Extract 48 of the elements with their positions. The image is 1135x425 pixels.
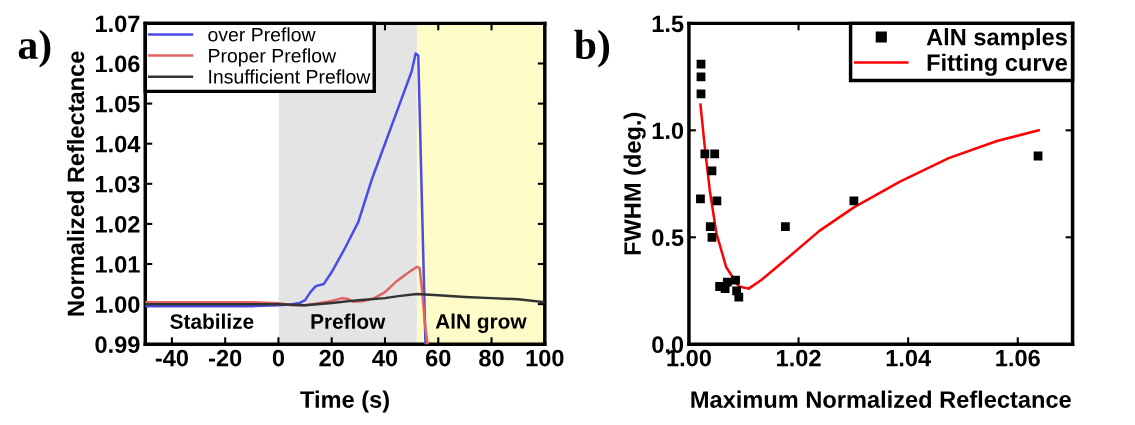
point [700,149,710,159]
line-series [145,292,545,307]
band-label: Stabilize [170,313,254,329]
y-tick-label: 1.04 [95,135,141,153]
chart-title: a) [18,29,51,68]
y-tick-label: 1.01 [95,256,140,273]
band-label: AlN grow [435,313,527,334]
point [696,194,705,204]
point [696,72,706,82]
y-tick-label: 1.03 [95,175,140,193]
y-axis-title: Normalized Reflectance [66,51,85,316]
x-tick-label: 1.04 [886,349,932,367]
point [710,149,720,159]
x-tick-label: 1.02 [777,349,821,367]
chart-title: b) [574,29,610,68]
y-tick-label: 1.02 [95,215,140,233]
x-tick-label: 1.06 [996,349,1040,367]
point [731,275,740,285]
x-tick-label: 80 [479,349,504,367]
y-tick-label: 1.00 [95,296,140,313]
y-tick-label: 1.0 [652,122,684,140]
point [722,277,732,287]
y-axis-title: FWHM (deg.) [623,112,646,255]
x-axis-title: Maximum Normalized Reflectance [691,390,1071,408]
y-tick-label: 0.5 [652,229,684,247]
point [781,222,790,231]
legend-label: AlN samples [926,28,1067,51]
x-tick-label: 0 [272,349,285,367]
x-tick-label: 20 [319,349,344,367]
x-tick-label: 40 [372,349,398,367]
legend-label: Fitting curve [927,53,1068,76]
y-tick-label: 1.07 [95,15,140,33]
y-tick-label: 0.99 [95,336,140,354]
point [707,232,717,242]
legend-label: over Preflow [208,27,316,42]
x-tick-label: 60 [425,349,451,367]
point [705,222,715,231]
x-tick-label: 100 [526,349,564,367]
y-tick-label: 1.5 [652,15,684,33]
legend-label: Insufficient Preflow [209,69,371,84]
y-tick-label: 1.05 [95,95,140,113]
legend-label: Proper Preflow [209,48,337,67]
y-tick-label: 1.06 [95,55,140,73]
x-tick-label: -40 [155,349,189,367]
x-axis-title: Time (s) [300,390,389,413]
band-label: Preflow [311,313,386,329]
point [734,292,744,302]
x-tick-label: -20 [209,349,242,367]
